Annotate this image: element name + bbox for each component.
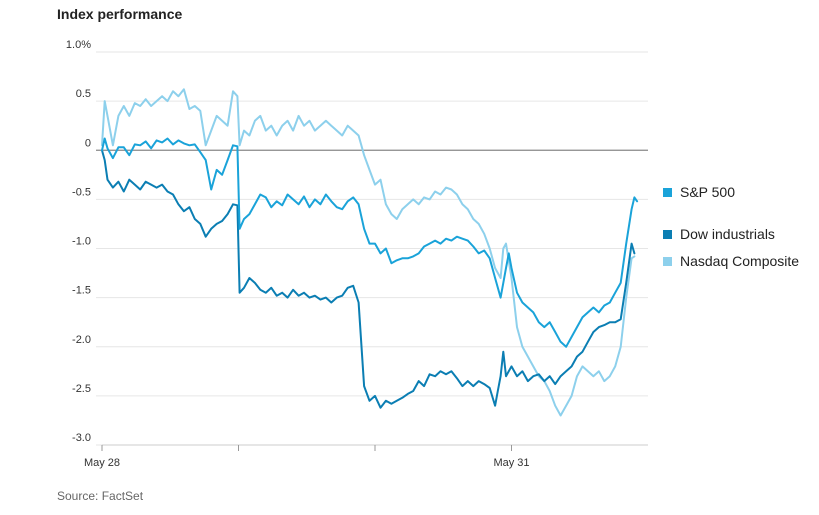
series-line (101, 137, 639, 348)
y-tick-label: 0.5 (76, 88, 91, 100)
chart-title: Index performance (57, 6, 183, 22)
x-tick-label: May 28 (84, 457, 120, 469)
legend-label: Dow industrials (680, 226, 775, 242)
legend-swatch (663, 257, 672, 266)
x-tick-label: May 31 (493, 457, 529, 469)
y-tick-label: -2.0 (72, 334, 91, 346)
y-tick-label: -1.0 (72, 236, 91, 248)
legend-label: S&P 500 (680, 184, 735, 200)
series-line (101, 149, 636, 409)
series-line (101, 88, 636, 417)
y-tick-label: -3.0 (72, 432, 91, 444)
legend-swatch (663, 230, 672, 239)
y-tick-label: 1.0% (66, 39, 91, 51)
legend-label: Nasdaq Composite (680, 253, 799, 269)
y-tick-label: 0 (85, 137, 91, 149)
y-tick-label: -2.5 (72, 383, 91, 395)
legend-swatch (663, 188, 672, 197)
y-tick-label: -1.5 (72, 285, 91, 297)
chart-source: Source: FactSet (57, 489, 144, 503)
y-tick-label: -0.5 (72, 186, 91, 198)
